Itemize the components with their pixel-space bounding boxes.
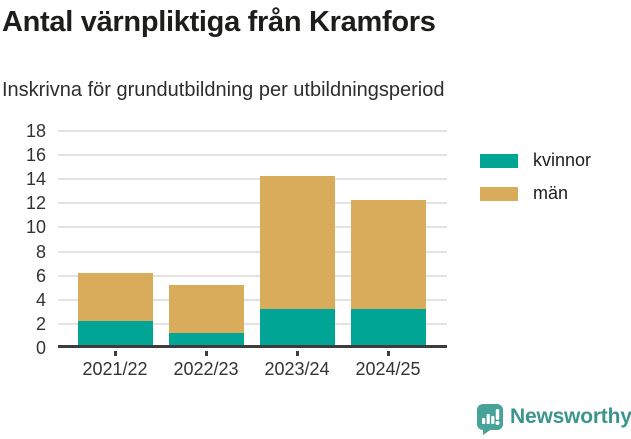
x-tick-label: 2021/22: [82, 359, 148, 379]
bar-segment-män: [259, 176, 335, 309]
bar-segment-män: [77, 272, 153, 321]
y-tick-label: 6: [35, 265, 46, 286]
legend: kvinnor män: [480, 150, 591, 216]
y-tick-label: 14: [25, 169, 46, 190]
legend-swatch-icon: [480, 186, 518, 201]
bar-segment-män: [168, 284, 244, 333]
gridline: [58, 226, 447, 229]
gridline: [58, 274, 447, 277]
x-tick-label: 2023/24: [264, 359, 330, 379]
x-axis-tick: [295, 351, 299, 356]
legend-swatch-icon: [480, 153, 518, 168]
bar-segment-män: [350, 200, 426, 309]
chart-subtitle: Inskrivna för grundutbildning per utbild…: [2, 79, 445, 101]
brand-name: Newsworthy: [510, 405, 631, 428]
legend-item: kvinnor: [480, 150, 591, 171]
gridline: [58, 298, 447, 301]
legend-label: kvinnor: [533, 150, 592, 170]
gridline: [58, 202, 447, 205]
plot-area: [58, 130, 447, 356]
y-tick-label: 12: [25, 193, 46, 214]
legend-item: män: [480, 183, 591, 204]
gridline: [58, 250, 447, 253]
legend-label: män: [533, 183, 569, 203]
y-tick-label: 8: [35, 241, 46, 262]
bar-segment-kvinnor: [168, 332, 244, 345]
x-tick-label: 2024/25: [355, 359, 421, 379]
x-axis-tick: [386, 351, 390, 356]
newsworthy-logo-icon: [477, 404, 503, 435]
gridline: [58, 130, 447, 132]
gridline: [58, 154, 447, 157]
bar-segment-kvinnor: [77, 320, 153, 345]
x-axis-tick: [204, 351, 208, 356]
x-axis-labels: 2021/22 2022/23 2023/24 2024/25: [58, 359, 447, 381]
y-tick-label: 4: [35, 289, 46, 310]
x-axis-tick: [113, 351, 117, 356]
y-tick-label: 0: [35, 338, 46, 358]
y-tick-label: 16: [25, 145, 46, 166]
gridline: [58, 178, 447, 181]
y-tick-label: 10: [25, 217, 46, 238]
brand-footer: Newsworthy: [476, 403, 631, 435]
gridline: [58, 322, 447, 325]
chart-title: Antal värnpliktiga från Kramfors: [2, 6, 436, 38]
y-tick-label: 18: [25, 121, 46, 141]
bar-segment-kvinnor: [259, 308, 335, 345]
x-tick-label: 2022/23: [173, 359, 239, 379]
y-tick-label: 2: [35, 313, 46, 334]
y-axis-labels: 0 2 4 6 8 10 12 14 16 18: [0, 121, 46, 358]
bar-segment-kvinnor: [350, 308, 426, 345]
